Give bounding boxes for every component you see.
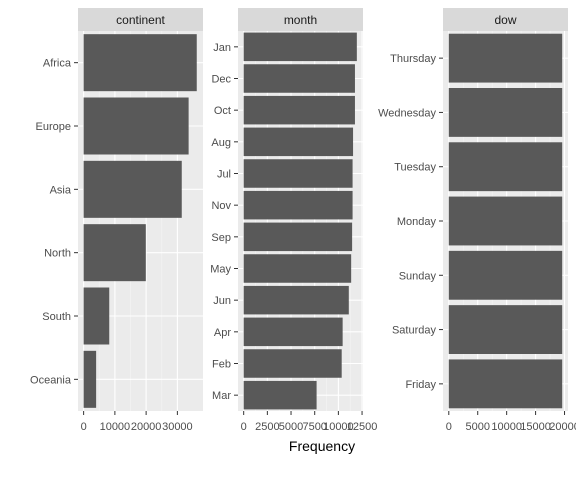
x-tick-label: 12500 bbox=[347, 421, 378, 433]
x-tick-label: 10000 bbox=[323, 421, 354, 433]
bar-mar bbox=[243, 380, 317, 410]
bar-thursday bbox=[448, 33, 563, 83]
x-tick-label: 30000 bbox=[162, 421, 193, 433]
x-tick-label: 20000 bbox=[131, 421, 162, 433]
x-tick-label: 5000 bbox=[279, 421, 303, 433]
bar-feb bbox=[243, 349, 342, 378]
bar-africa bbox=[83, 34, 197, 92]
x-tick-label: 7500 bbox=[302, 421, 326, 433]
y-tick-label-saturday: Saturday bbox=[392, 325, 437, 337]
bar-north bbox=[83, 224, 146, 282]
bar-tuesday bbox=[448, 142, 563, 192]
x-tick-label: 10000 bbox=[491, 421, 522, 433]
bar-asia bbox=[83, 160, 182, 218]
bar-oceania bbox=[83, 350, 97, 408]
y-tick-label-dec: Dec bbox=[211, 74, 231, 86]
y-tick-label-friday: Friday bbox=[405, 379, 436, 391]
y-tick-label-asia: Asia bbox=[50, 184, 72, 196]
bar-wednesday bbox=[448, 88, 563, 137]
facet-month: month Jan Dec Oct Aug Jul Nov Sep May Jun Apr Feb Ma… bbox=[210, 8, 377, 433]
strip-label-month: month bbox=[284, 13, 317, 27]
bar-friday bbox=[448, 359, 563, 409]
strip-label-continent: continent bbox=[116, 13, 165, 27]
bar-jun bbox=[243, 285, 349, 315]
bar-oct bbox=[243, 95, 355, 125]
bar-dec bbox=[243, 64, 355, 93]
y-tick-label-apr: Apr bbox=[214, 327, 231, 339]
y-tick-label-sunday: Sunday bbox=[399, 270, 437, 282]
strip-label-dow: dow bbox=[494, 13, 516, 27]
x-tick-label: 0 bbox=[241, 421, 247, 433]
y-tick-label-oceania: Oceania bbox=[30, 374, 72, 386]
y-tick-label-jan: Jan bbox=[213, 42, 231, 54]
bar-nov bbox=[243, 190, 353, 220]
y-tick-label-north: North bbox=[44, 248, 71, 260]
bar-saturday bbox=[448, 305, 563, 354]
bar-aug bbox=[243, 127, 354, 157]
bar-jan bbox=[243, 32, 357, 62]
y-tick-label-thursday: Thursday bbox=[390, 53, 436, 65]
x-tick-label: 0 bbox=[446, 421, 452, 433]
bar-sep bbox=[243, 222, 353, 252]
strip-dow bbox=[443, 8, 568, 31]
bar-sunday bbox=[448, 250, 563, 300]
facet-continent: continent Africa Europe Asia North South Ocean… bbox=[30, 8, 203, 433]
y-tick-label-monday: Monday bbox=[397, 216, 437, 228]
x-axis-title: Frequency bbox=[289, 438, 355, 454]
x-tick-label: 15000 bbox=[520, 421, 551, 433]
bar-south bbox=[83, 287, 110, 345]
y-tick-label-wednesday: Wednesday bbox=[378, 107, 436, 119]
x-tick-label: 5000 bbox=[465, 421, 489, 433]
x-tick-label: 0 bbox=[81, 421, 87, 433]
y-tick-label-may: May bbox=[210, 264, 231, 276]
y-tick-label-jun: Jun bbox=[213, 295, 231, 307]
y-tick-label-oct: Oct bbox=[214, 105, 231, 117]
panel-month bbox=[238, 31, 363, 411]
strip-continent bbox=[78, 8, 203, 31]
x-tick-label: 10000 bbox=[100, 421, 131, 433]
y-tick-label-jul: Jul bbox=[217, 169, 231, 181]
bar-monday bbox=[448, 196, 563, 246]
y-tick-label-europe: Europe bbox=[36, 121, 71, 133]
y-tick-label-sep: Sep bbox=[211, 232, 231, 244]
x-tick-label: 20000 bbox=[549, 421, 576, 433]
y-tick-label-aug: Aug bbox=[211, 137, 231, 149]
facet-dow: dow Thursday Wednesday Tuesday Monday Sunday S… bbox=[378, 8, 576, 433]
bar-apr bbox=[243, 317, 343, 347]
y-tick-label-mar: Mar bbox=[212, 390, 231, 402]
y-tick-label-tuesday: Tuesday bbox=[394, 162, 436, 174]
y-tick-label-south: South bbox=[42, 311, 71, 323]
bar-jul bbox=[243, 159, 353, 188]
strip-month bbox=[238, 8, 363, 31]
x-tick-label: 2500 bbox=[255, 421, 279, 433]
y-tick-label-nov: Nov bbox=[211, 200, 231, 212]
bar-may bbox=[243, 254, 352, 283]
bar-europe bbox=[83, 97, 189, 155]
y-tick-label-feb: Feb bbox=[212, 359, 231, 371]
y-tick-label-africa: Africa bbox=[43, 58, 72, 70]
panel-continent bbox=[78, 31, 203, 411]
